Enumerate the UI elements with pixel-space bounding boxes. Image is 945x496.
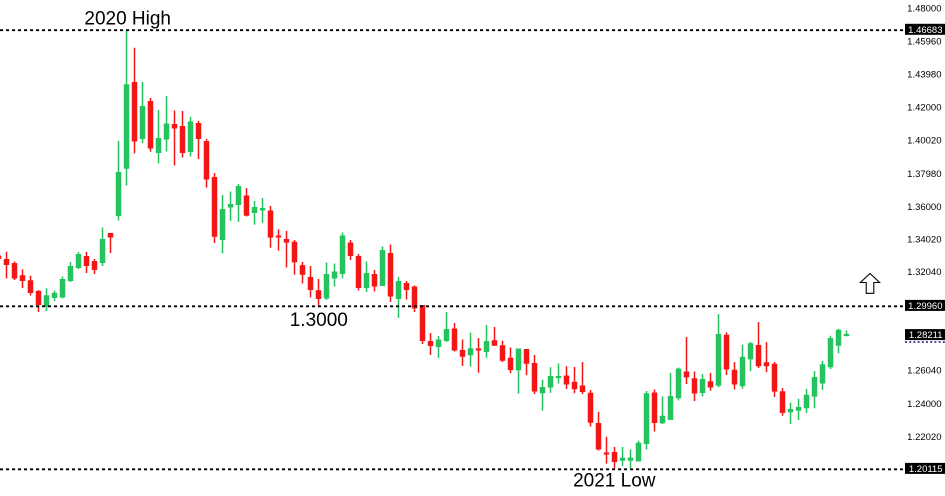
svg-text:1.20115: 1.20115 [909, 464, 943, 475]
svg-text:1.29960: 1.29960 [908, 301, 942, 312]
svg-text:2021 Low: 2021 Low [573, 471, 656, 492]
svg-text:1.24000: 1.24000 [907, 399, 941, 410]
svg-text:1.3000: 1.3000 [290, 310, 348, 331]
svg-text:1.28211: 1.28211 [909, 330, 943, 341]
svg-text:1.34020: 1.34020 [907, 235, 941, 246]
svg-text:2020 High: 2020 High [84, 9, 171, 30]
svg-text:1.32040: 1.32040 [907, 267, 941, 278]
svg-text:1.36000: 1.36000 [907, 202, 941, 213]
svg-text:1.45960: 1.45960 [907, 37, 941, 48]
svg-text:1.40020: 1.40020 [907, 136, 941, 147]
svg-text:1.46683: 1.46683 [908, 25, 942, 36]
svg-text:1.42000: 1.42000 [907, 103, 941, 114]
svg-text:1.37980: 1.37980 [907, 169, 941, 180]
svg-text:1.22020: 1.22020 [907, 432, 941, 443]
svg-text:1.26040: 1.26040 [907, 366, 941, 377]
svg-text:1.48000: 1.48000 [907, 4, 941, 15]
svg-text:1.43980: 1.43980 [907, 70, 941, 81]
